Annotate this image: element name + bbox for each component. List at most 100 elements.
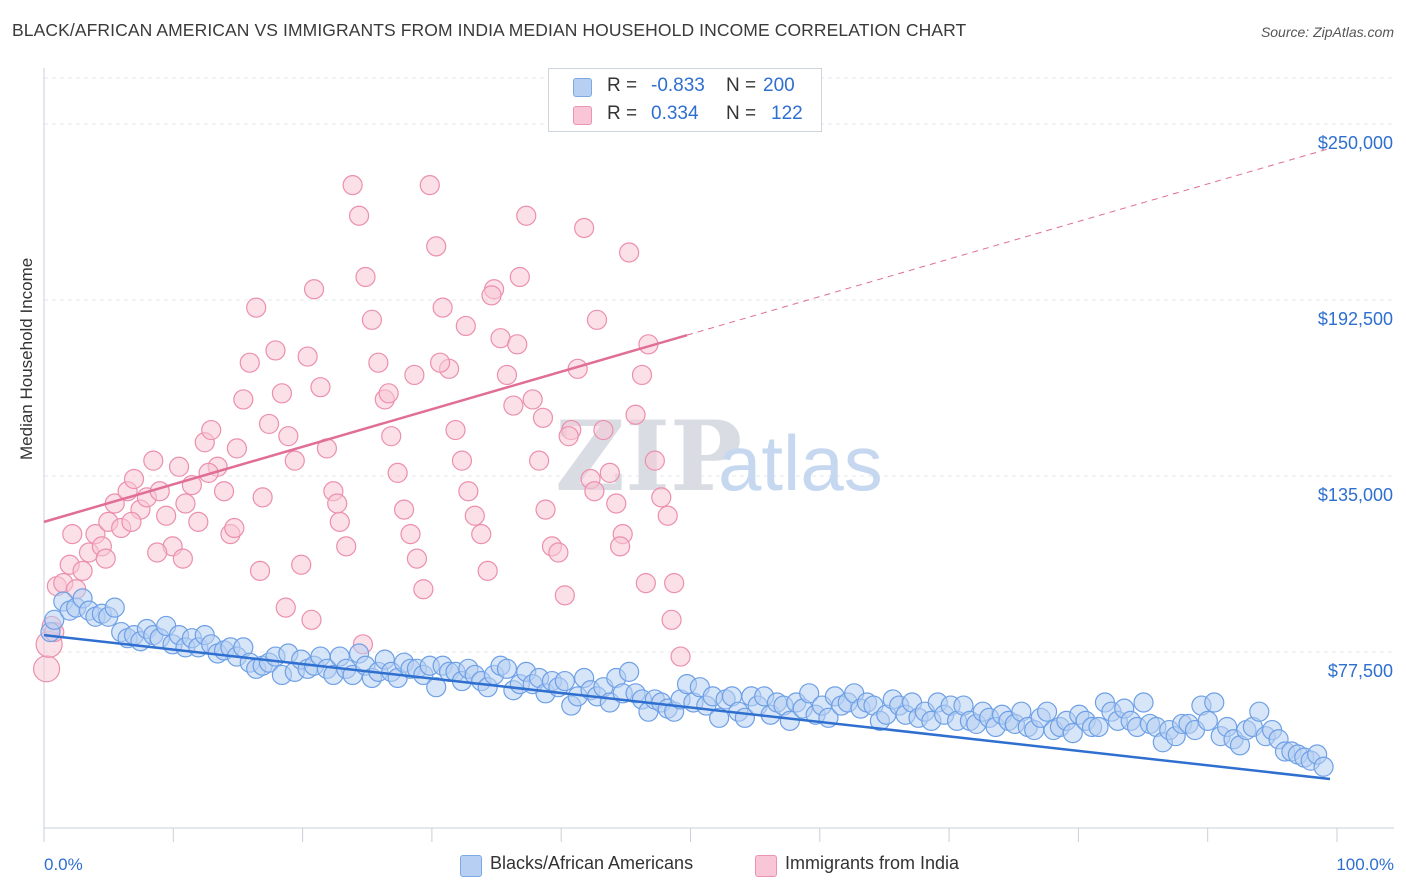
blacks-point-170 [1133, 692, 1154, 713]
india-point-28 [201, 419, 222, 441]
india-point-43 [297, 346, 318, 367]
india-point-78 [522, 389, 543, 410]
chart-title: BLACK/AFRICAN AMERICAN VS IMMIGRANTS FRO… [12, 20, 967, 40]
india-point-116 [429, 352, 451, 373]
correlation-legend: R = -0.833 N = 200 R = 0.334 N = 122 [548, 68, 822, 132]
watermark: ZIP atlas [555, 400, 883, 513]
india-point-70 [471, 524, 492, 545]
x-max-label: 100.0% [1336, 855, 1394, 874]
legend-swatch-india [755, 855, 777, 877]
india-point-24 [175, 493, 196, 514]
legend-swatch-blacks [460, 855, 482, 877]
india-point-106 [172, 548, 193, 569]
blacks-point-104 [709, 707, 730, 728]
india-point-93 [619, 242, 640, 263]
india-point-110 [275, 597, 296, 618]
india-point-56 [381, 426, 402, 447]
india-point-88 [586, 309, 608, 330]
blacks-point-198 [1313, 756, 1334, 777]
india-point-79 [529, 450, 550, 471]
india-point-59 [400, 524, 421, 545]
india-point-16 [123, 468, 145, 490]
india-point-95 [631, 364, 653, 386]
india-point-86 [574, 217, 595, 239]
india-point-36 [252, 487, 273, 508]
n-value: 200 [763, 75, 795, 96]
india-point-38 [265, 340, 286, 361]
watermark-atlas: atlas [718, 419, 883, 507]
india-point-97 [644, 450, 665, 471]
india-point-80 [535, 499, 556, 520]
blacks-point-71 [496, 658, 518, 679]
india-point-94 [625, 404, 646, 425]
blacks-point-155 [1036, 701, 1058, 722]
india-point-108 [224, 517, 245, 539]
y-tick-label-0: $77,500 [1328, 661, 1393, 681]
india-point-62 [419, 175, 440, 196]
india-point-57 [387, 462, 408, 483]
source-label: Source: ZipAtlas.com [1260, 24, 1394, 40]
blacks-point-188 [1249, 701, 1270, 722]
india-point-34 [239, 352, 260, 373]
trend-lines [43, 147, 1331, 781]
blacks-point-80 [554, 670, 575, 692]
y-tick-label-1: $135,000 [1318, 485, 1393, 505]
india-point-83 [554, 585, 575, 606]
x-min-label: 0.0% [44, 855, 83, 874]
india-point-98 [651, 487, 672, 508]
india-point-100 [664, 573, 685, 594]
india-point-49 [336, 536, 357, 557]
india-point-74 [496, 364, 518, 386]
india-point-125 [661, 609, 682, 630]
legend-label-india: Immigrants from India [785, 853, 960, 873]
blacks-point-118 [799, 683, 820, 704]
blacks-point-180 [1197, 710, 1218, 731]
india-point-51 [348, 205, 370, 226]
blacks-point-163 [1088, 716, 1109, 738]
india-point-76 [509, 266, 530, 288]
blacks-point-90 [619, 661, 640, 682]
y-tick-label-3: $250,000 [1318, 133, 1393, 153]
r-value: 0.334 [651, 103, 699, 124]
india-point-71 [477, 560, 498, 581]
legend-row-india: R = 0.334 N = 122 [549, 100, 821, 128]
india-point-105 [147, 542, 168, 563]
india-point-117 [455, 315, 476, 337]
india-point-75 [503, 395, 524, 416]
india-point-64 [432, 297, 453, 318]
india-point-99 [657, 505, 678, 526]
series-blacks-african-americans [40, 588, 1334, 777]
india-point-53 [361, 309, 383, 330]
india-point-39 [271, 383, 293, 404]
india-point-44 [303, 279, 325, 300]
india-point-41 [284, 450, 305, 471]
india-point-8 [72, 560, 93, 581]
india-point-37 [258, 413, 280, 435]
india-point-103 [95, 548, 116, 569]
blacks-point-1 [44, 609, 65, 630]
india-point-104 [121, 511, 142, 532]
india-point-50 [342, 175, 363, 196]
india-point-54 [368, 352, 389, 373]
india-point-68 [458, 481, 479, 502]
india-point-63 [426, 236, 447, 257]
legend-swatch-blue [573, 78, 592, 97]
legend-row-blacks: R = -0.833 N = 200 [549, 72, 821, 100]
india-point-109 [249, 560, 271, 581]
india-point-123 [610, 536, 631, 557]
trend-line-blacks [43, 633, 1331, 781]
india-point-48 [329, 511, 350, 532]
blacks-point-10 [104, 597, 125, 618]
india-point-77 [516, 205, 537, 226]
india-point-111 [301, 609, 322, 630]
india-point-32 [226, 438, 247, 459]
india-point-45 [310, 377, 331, 398]
india-point-122 [584, 481, 605, 502]
india-point-114 [378, 383, 399, 404]
x-axis [43, 68, 1394, 842]
legend-label-blacks: Blacks/African Americans [490, 853, 694, 873]
india-point-66 [445, 419, 466, 441]
blacks-point-181 [1204, 692, 1225, 713]
n-value: 122 [771, 103, 803, 124]
